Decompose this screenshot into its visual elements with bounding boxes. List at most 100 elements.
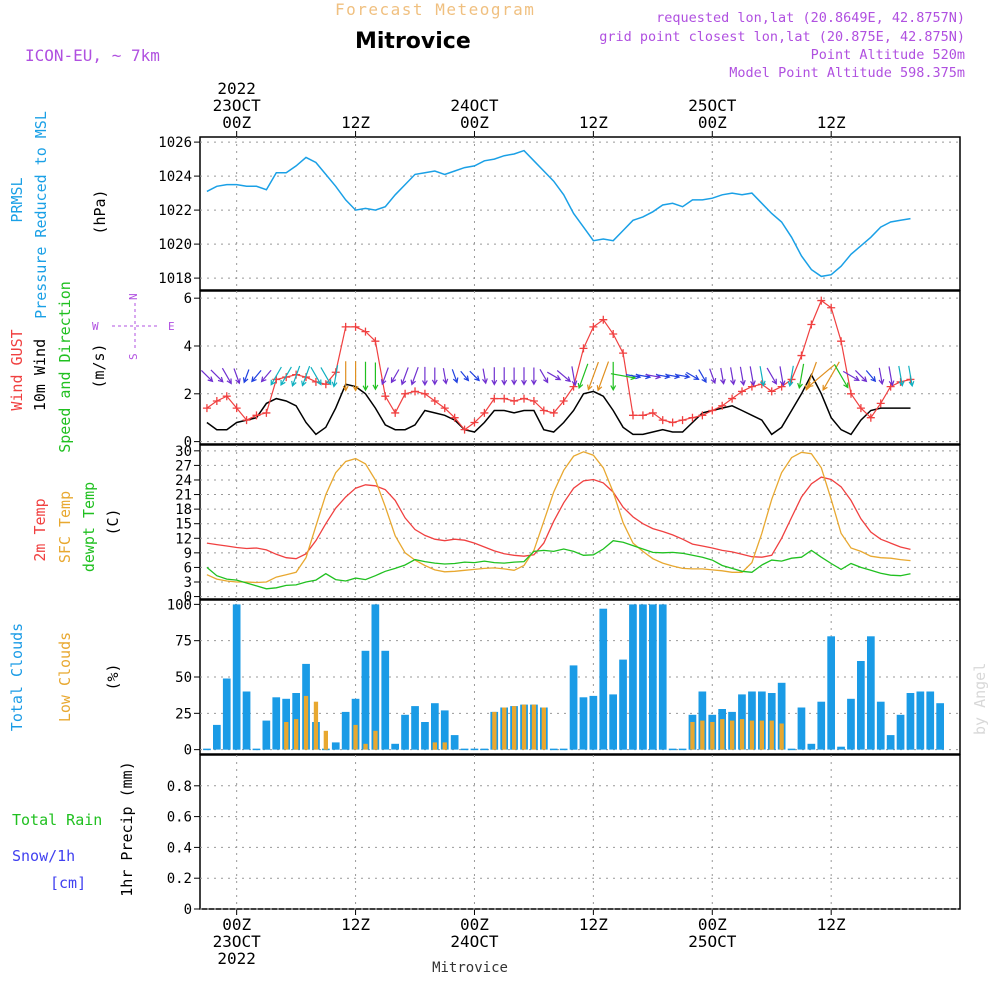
grid-point-coords: grid point closest lon,lat (20.875E, 42.… <box>599 29 965 45</box>
total-cloud-bar <box>549 748 558 751</box>
gust-marker <box>371 337 380 346</box>
wind-direction-arrow <box>610 361 617 392</box>
wind-direction-arrow <box>686 371 700 381</box>
wind-gust-line <box>206 299 911 431</box>
panel-wind: 0 2 4 6 N W E S <box>92 290 961 451</box>
label-precip-axis: 1hr Precip (mm) <box>118 761 136 896</box>
low-cloud-bar <box>730 720 735 750</box>
wind-direction-arrow <box>482 368 488 385</box>
top-tick-label: 12Z <box>817 113 846 132</box>
wind-direction-arrow <box>865 370 877 383</box>
requested-coords: requested lon,lat (20.8649E, 42.8757N) <box>656 10 965 26</box>
wind-direction-arrow <box>521 367 527 386</box>
total-cloud-bar <box>867 636 875 750</box>
total-cloud-bar <box>668 748 677 751</box>
panel-frame <box>199 754 961 910</box>
gust-marker <box>232 404 241 413</box>
low-cloud-bar <box>442 742 447 750</box>
y-tick-label: 9 <box>184 546 192 562</box>
label-snow: Snow/1h <box>12 847 75 865</box>
wind-direction-arrow <box>822 361 840 391</box>
top-tick-label: 23OCT <box>213 96 262 115</box>
total-cloud-bar <box>431 703 439 750</box>
y-tick-label: 24 <box>175 473 192 489</box>
low-cloud-bar <box>739 719 745 750</box>
gust-marker <box>202 404 211 413</box>
gust-marker <box>688 413 697 422</box>
top-tick-label: 25OCT <box>688 96 737 115</box>
gust-marker <box>252 411 261 420</box>
wind-direction-arrow <box>380 367 389 386</box>
gust-marker <box>242 416 251 425</box>
wind-direction-arrow <box>210 369 224 383</box>
label-prmsl: PRMSL <box>8 177 26 222</box>
wind-direction-arrow <box>291 365 301 387</box>
total-cloud-bar <box>450 735 459 750</box>
gust-marker <box>866 413 875 422</box>
dewpt-temp-line <box>206 540 911 590</box>
gust-marker <box>529 396 538 405</box>
gust-marker <box>807 320 816 329</box>
total-cloud-bar <box>262 720 271 750</box>
total-cloud-bar <box>758 691 766 750</box>
total-cloud-bar <box>817 701 826 750</box>
total-cloud-bar <box>470 748 479 751</box>
gust-marker <box>450 413 459 422</box>
wind-direction-arrow <box>221 367 232 385</box>
gust-marker <box>856 404 865 413</box>
wind-direction-arrow <box>511 367 518 386</box>
low-cloud-bar <box>749 720 755 750</box>
gust-marker <box>718 401 727 410</box>
wind-direction-arrow <box>787 365 794 388</box>
y-tick-label: 0.2 <box>167 871 192 887</box>
bottom-tick-label: 12Z <box>579 915 608 934</box>
gust-marker <box>222 392 231 401</box>
gust-marker <box>629 411 638 420</box>
total-cloud-bar <box>371 604 380 750</box>
gust-marker <box>876 399 885 408</box>
wind-direction-arrow <box>280 366 292 386</box>
total-cloud-bar <box>440 710 449 750</box>
wind-direction-arrow <box>739 366 746 387</box>
point-altitude: Point Altitude 520m <box>811 47 965 63</box>
top-tick-label: 00Z <box>222 113 251 132</box>
panel-clouds: 0 25 50 75 100 <box>167 597 961 759</box>
total-cloud-bar <box>797 707 806 750</box>
low-cloud-bar <box>759 720 764 750</box>
wind-direction-arrow <box>842 370 860 382</box>
chart-kind-label: Forecast Meteogram <box>335 0 535 19</box>
bottom-tick-label: 00Z <box>222 915 251 934</box>
wind-direction-arrow <box>878 367 885 386</box>
wind-direction-arrow <box>587 361 599 391</box>
gust-marker <box>599 315 608 324</box>
wind-direction-arrow <box>233 368 241 385</box>
total-cloud-bar <box>837 746 845 750</box>
gust-marker <box>262 408 271 417</box>
low-cloud-bar <box>284 722 289 750</box>
low-cloud-bar <box>512 706 517 750</box>
bottom-tick-label: 00Z <box>698 915 727 934</box>
wind-direction-arrow <box>491 367 498 386</box>
total-cloud-bar <box>232 604 241 750</box>
low-cloud-bar <box>531 704 537 750</box>
bottom-tick-label: 12Z <box>341 915 370 934</box>
total-cloud-bar <box>421 722 429 750</box>
model-altitude: Model Point Altitude 598.375m <box>729 65 965 81</box>
gust-marker <box>361 327 370 336</box>
y-tick-label: 50 <box>175 670 192 686</box>
panel-frame <box>199 444 961 600</box>
bottom-tick-label: 23OCT <box>213 932 262 951</box>
gust-marker <box>559 396 568 405</box>
total-cloud-bar <box>658 604 667 750</box>
low-cloud-bar <box>700 720 705 750</box>
total-cloud-bar <box>936 703 944 750</box>
y-tick-label: 0 <box>184 590 192 606</box>
wind-direction-arrow <box>805 361 817 391</box>
gust-marker <box>579 344 588 353</box>
wind-direction-arrow <box>501 367 508 386</box>
wind-direction-arrow <box>720 367 726 385</box>
total-cloud-bar <box>252 748 261 751</box>
